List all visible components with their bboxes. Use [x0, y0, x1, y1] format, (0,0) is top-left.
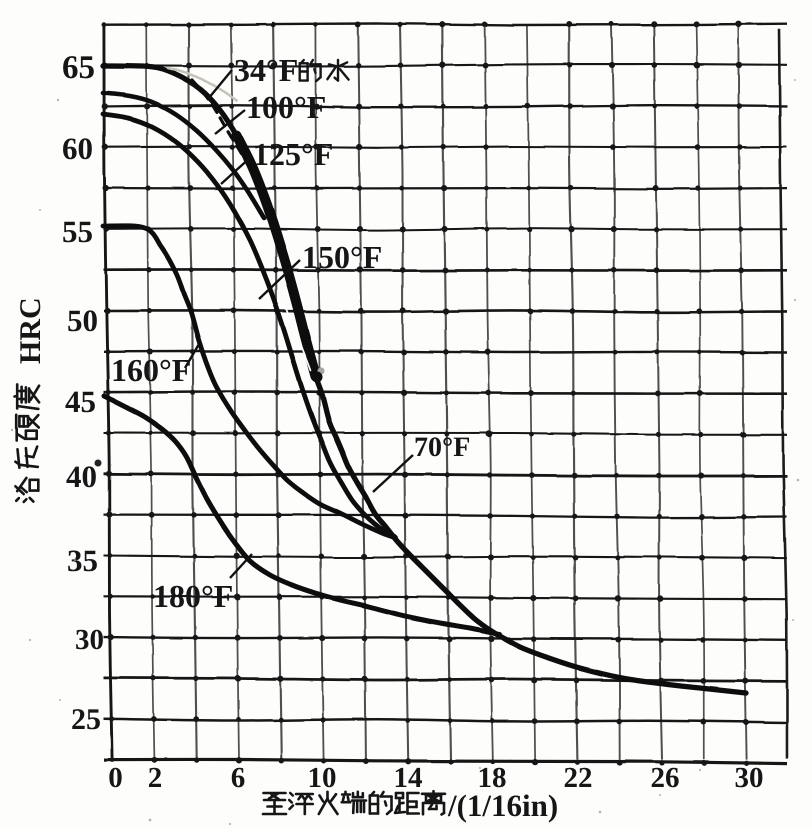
svg-text:0: 0	[108, 762, 123, 794]
svg-text:26: 26	[651, 762, 680, 794]
svg-text:50: 50	[67, 303, 98, 338]
svg-text:HRC: HRC	[14, 297, 47, 364]
svg-text:125°F: 125°F	[253, 136, 333, 172]
svg-text:14: 14	[394, 762, 423, 794]
svg-text:40: 40	[66, 459, 97, 494]
svg-text:160°F: 160°F	[111, 352, 191, 388]
svg-text:30: 30	[75, 624, 104, 656]
svg-text:60: 60	[62, 131, 93, 166]
svg-text:34°F: 34°F	[234, 52, 298, 88]
svg-text:22: 22	[564, 762, 593, 794]
svg-text:100°F: 100°F	[246, 89, 326, 125]
svg-text:70°F: 70°F	[414, 432, 470, 463]
svg-text:2: 2	[148, 762, 163, 794]
svg-text:35: 35	[67, 543, 98, 578]
svg-text:18: 18	[478, 762, 507, 794]
svg-text:25: 25	[71, 703, 101, 736]
svg-text:150°F: 150°F	[302, 239, 382, 275]
svg-text:10: 10	[308, 762, 337, 794]
svg-text:45: 45	[65, 384, 96, 419]
svg-text:55: 55	[62, 214, 93, 249]
svg-text:30: 30	[735, 762, 764, 794]
svg-text:6: 6	[231, 762, 246, 794]
svg-text:/(1/16in): /(1/16in)	[447, 788, 558, 823]
svg-text:180°F: 180°F	[153, 578, 233, 614]
svg-text:65: 65	[62, 50, 95, 86]
